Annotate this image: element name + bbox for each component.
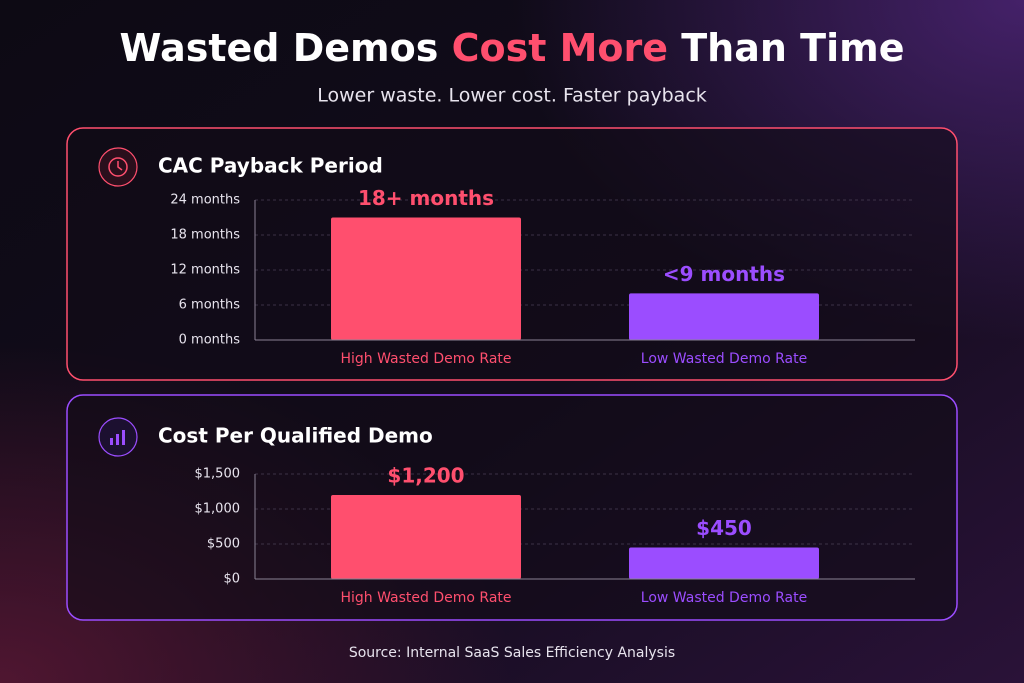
bar	[331, 495, 521, 579]
y-tick-label: 24 months	[170, 193, 240, 208]
y-tick-label: $1,500	[195, 467, 241, 482]
y-tick-label: $500	[207, 537, 240, 552]
subtitle: Lower waste. Lower cost. Faster payback	[317, 85, 707, 107]
y-tick-label: $1,000	[195, 502, 241, 517]
chart-title: CAC Payback Period	[158, 154, 383, 178]
title-part: Wasted Demos	[120, 26, 439, 70]
x-tick-label: Low Wasted Demo Rate	[641, 351, 807, 367]
chart-icon	[98, 417, 138, 457]
value-label: $450	[696, 516, 752, 540]
y-tick-label: 0 months	[179, 333, 241, 348]
y-tick-label: $0	[223, 572, 240, 587]
page-title: Wasted Demos Cost More Than Time	[120, 26, 905, 70]
clock-icon	[98, 147, 138, 187]
value-label: $1,200	[387, 464, 464, 488]
chart-title: Cost Per Qualified Demo	[158, 424, 433, 448]
x-tick-label: High Wasted Demo Rate	[340, 590, 511, 606]
value-label: 18+ months	[358, 186, 494, 210]
bar	[331, 217, 521, 340]
title-part: Than Time	[681, 26, 904, 70]
y-tick-label: 6 months	[179, 298, 241, 313]
y-tick-label: 18 months	[170, 228, 240, 243]
y-tick-label: 12 months	[170, 263, 240, 278]
x-tick-label: High Wasted Demo Rate	[340, 351, 511, 367]
bar	[629, 547, 819, 579]
source-note: Source: Internal SaaS Sales Efficiency A…	[349, 645, 675, 661]
title-part: Cost More	[452, 26, 668, 70]
x-tick-label: Low Wasted Demo Rate	[641, 590, 807, 606]
bar	[629, 293, 819, 340]
value-label: <9 months	[663, 262, 785, 286]
